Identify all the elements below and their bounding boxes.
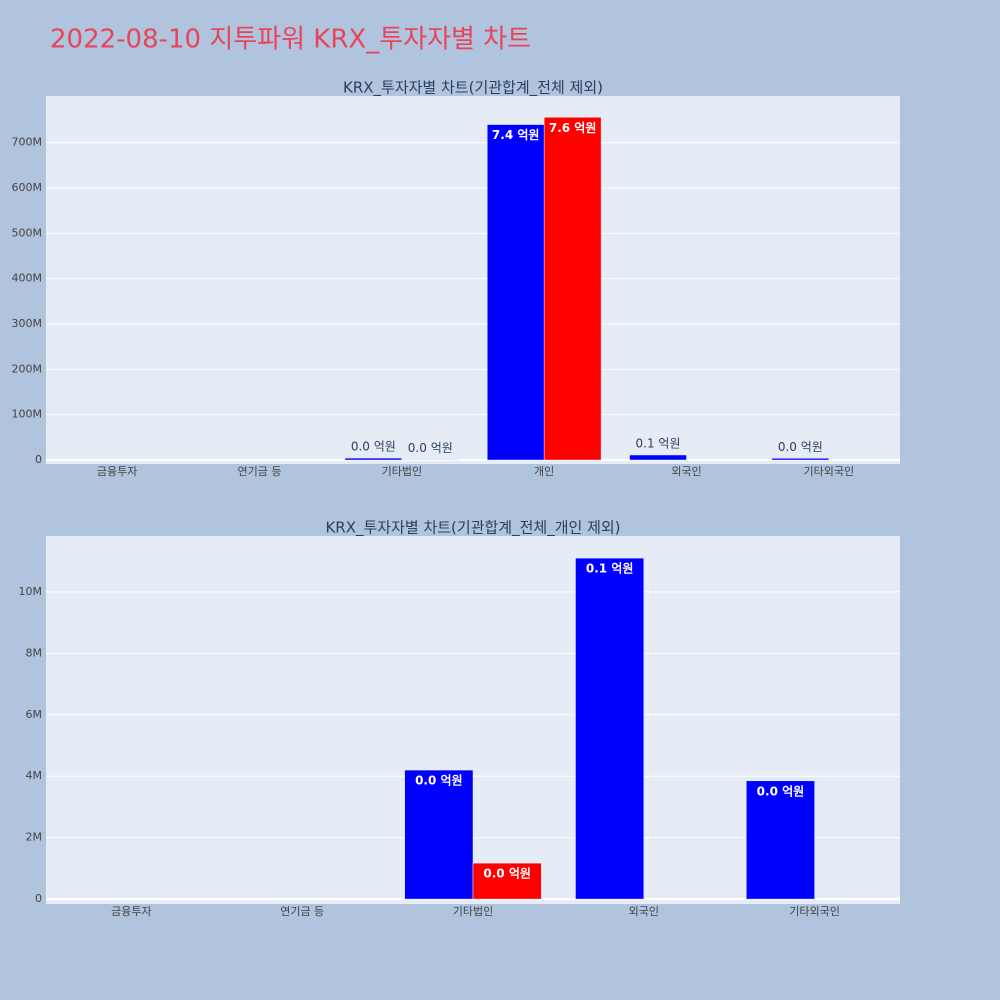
y-tick-label: 0	[35, 892, 42, 905]
bar	[401, 459, 460, 461]
x-tick-label: 금융투자	[111, 905, 151, 918]
value-label: 0.0 억원	[778, 440, 823, 454]
y-tick-label: 4M	[26, 769, 43, 782]
bar	[472, 862, 542, 900]
value-label: 0.1 억원	[636, 436, 681, 450]
value-label: 0.0 억원	[483, 867, 531, 881]
y-tick-label: 0	[35, 453, 42, 466]
x-tick-label: 외국인	[671, 465, 701, 478]
value-label: 7.6 억원	[549, 121, 597, 135]
y-tick-label: 700M	[12, 136, 43, 149]
subplot-title: KRX_투자자별 차트(기관합계_전체_개인 제외)	[325, 519, 620, 538]
x-tick-label: 금융투자	[97, 465, 137, 478]
y-tick-label: 6M	[26, 708, 43, 721]
bar	[543, 117, 602, 461]
y-tick-label: 10M	[19, 585, 43, 598]
y-tick-label: 500M	[12, 226, 43, 239]
x-tick-label: 외국인	[629, 905, 659, 918]
bar	[486, 124, 545, 461]
y-tick-label: 2M	[26, 831, 43, 844]
x-tick-label: 개인	[534, 465, 554, 478]
x-tick-label: 기타법인	[453, 905, 493, 918]
x-tick-label: 연기금 등	[238, 465, 282, 478]
y-tick-label: 600M	[12, 181, 43, 194]
main-title: 2022-08-10 지투파워 KRX_투자자별 차트	[50, 25, 531, 55]
value-label: 0.0 억원	[415, 774, 463, 788]
x-tick-label: 기타법인	[382, 465, 422, 478]
value-label: 0.0 억원	[408, 441, 453, 455]
bar	[629, 454, 687, 461]
bar	[344, 457, 403, 461]
value-label: 0.0 억원	[757, 784, 805, 798]
bar	[771, 458, 830, 461]
y-tick-label: 200M	[12, 362, 43, 375]
x-tick-label: 연기금 등	[280, 905, 324, 918]
value-label: 0.0 억원	[351, 440, 396, 454]
y-tick-label: 8M	[26, 646, 43, 659]
bar	[746, 780, 815, 900]
bar	[404, 769, 474, 900]
bar	[575, 557, 645, 900]
y-tick-label: 300M	[12, 317, 43, 330]
value-label: 7.4 억원	[492, 128, 540, 142]
y-tick-label: 100M	[12, 408, 43, 421]
subplot-title: KRX_투자자별 차트(기관합계_전체 제외)	[343, 79, 603, 98]
plot-area	[46, 96, 900, 464]
x-tick-label: 기타외국인	[789, 905, 840, 918]
value-label: 0.1 억원	[586, 562, 634, 576]
y-tick-label: 400M	[12, 272, 43, 285]
x-tick-label: 기타외국인	[804, 465, 855, 478]
